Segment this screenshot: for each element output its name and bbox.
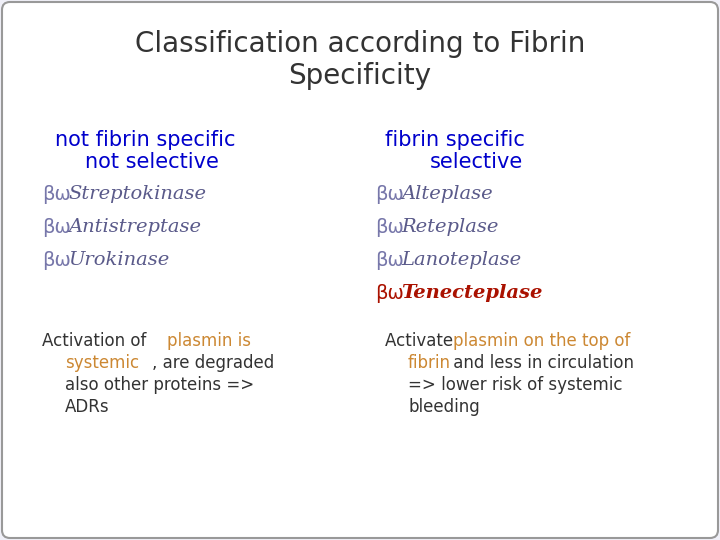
Text: Antistreptase: Antistreptase (68, 218, 201, 236)
Text: βω: βω (375, 251, 404, 270)
Text: Lanoteplase: Lanoteplase (401, 251, 521, 269)
Text: Activate: Activate (385, 332, 459, 350)
Text: not fibrin specific: not fibrin specific (55, 130, 235, 150)
Text: Tenecteplase: Tenecteplase (401, 284, 542, 302)
Text: Classification according to Fibrin
Specificity: Classification according to Fibrin Speci… (135, 30, 585, 90)
Text: fibrin specific: fibrin specific (385, 130, 525, 150)
Text: βω: βω (42, 185, 71, 204)
Text: Reteplase: Reteplase (401, 218, 498, 236)
Text: fibrin: fibrin (408, 354, 451, 372)
Text: plasmin on the top of: plasmin on the top of (453, 332, 631, 350)
Text: and less in circulation: and less in circulation (448, 354, 634, 372)
Text: also other proteins =>: also other proteins => (65, 376, 254, 394)
Text: ADRs: ADRs (65, 398, 109, 416)
Text: Alteplase: Alteplase (401, 185, 492, 203)
Text: , are degraded: , are degraded (152, 354, 274, 372)
Text: βω: βω (42, 218, 71, 237)
Text: systemic: systemic (65, 354, 139, 372)
Text: βω: βω (375, 218, 404, 237)
Text: bleeding: bleeding (408, 398, 480, 416)
Text: plasmin is: plasmin is (167, 332, 251, 350)
Text: Streptokinase: Streptokinase (68, 185, 206, 203)
Text: βω: βω (375, 185, 404, 204)
Text: Urokinase: Urokinase (68, 251, 169, 269)
Text: Activation of: Activation of (42, 332, 152, 350)
Text: => lower risk of systemic: => lower risk of systemic (408, 376, 623, 394)
Text: selective: selective (430, 152, 523, 172)
Text: βω: βω (375, 284, 404, 303)
Text: βω: βω (42, 251, 71, 270)
Text: not selective: not selective (85, 152, 219, 172)
